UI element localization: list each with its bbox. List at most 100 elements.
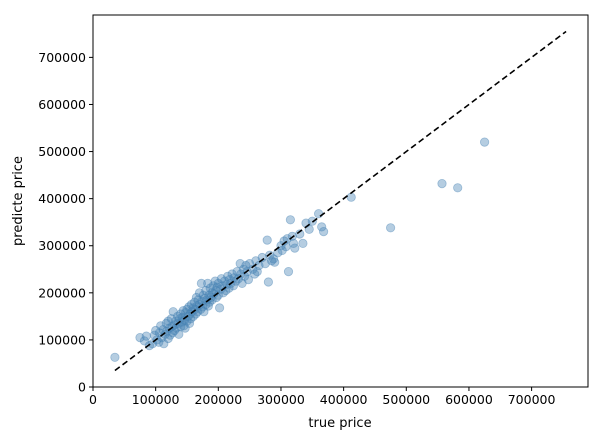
- data-point: [252, 266, 262, 277]
- plot-frame: [92, 14, 589, 388]
- data-point: [168, 328, 178, 338]
- data-point: [260, 258, 270, 269]
- data-point: [346, 192, 356, 202]
- data-point: [169, 325, 180, 336]
- data-point: [203, 278, 213, 288]
- data-point: [317, 222, 327, 232]
- data-point: [193, 295, 203, 305]
- y-tick-label: 300000: [38, 238, 86, 253]
- data-point: [196, 278, 206, 288]
- data-point: [156, 321, 166, 331]
- data-point: [245, 258, 255, 269]
- data-point: [262, 235, 272, 245]
- x-tick-label: 600000: [445, 392, 493, 407]
- data-point: [201, 285, 211, 296]
- data-point: [479, 137, 490, 147]
- x-tick-label: 700000: [508, 392, 556, 407]
- y-tick-label: 0: [78, 380, 86, 395]
- data-point: [313, 209, 324, 219]
- data-point: [236, 269, 246, 279]
- y-axis-label: predicte price: [11, 156, 26, 246]
- data-point: [223, 271, 233, 281]
- reference-line-layer: [114, 30, 567, 372]
- data-point: [174, 329, 184, 339]
- data-point: [453, 183, 463, 193]
- data-point: [180, 323, 190, 333]
- data-point: [199, 293, 210, 304]
- data-point: [202, 295, 212, 305]
- data-point: [235, 258, 245, 269]
- data-point: [176, 309, 186, 319]
- data-point: [437, 179, 447, 189]
- y-tick-label: 600000: [38, 97, 86, 112]
- data-point: [166, 314, 176, 324]
- data-point: [227, 269, 237, 279]
- data-point: [186, 314, 196, 324]
- data-point: [168, 307, 178, 317]
- data-point: [279, 236, 289, 246]
- data-point: [176, 322, 186, 332]
- data-point: [179, 321, 189, 331]
- data-point: [270, 257, 280, 267]
- data-point: [194, 288, 205, 298]
- data-point: [178, 306, 188, 316]
- data-point: [220, 276, 230, 286]
- data-point: [165, 330, 175, 340]
- data-point: [207, 288, 217, 298]
- data-point: [189, 297, 200, 307]
- data-point: [177, 317, 187, 327]
- data-point: [288, 238, 299, 248]
- data-point: [212, 282, 222, 292]
- data-point: [318, 227, 329, 237]
- y-tick-label: 100000: [38, 332, 86, 347]
- data-point: [149, 330, 159, 340]
- data-point: [159, 339, 169, 349]
- y-ticks-layer: 0 100000 200000 300000 400000 500000 600000 700…: [38, 50, 93, 395]
- data-point: [141, 331, 151, 341]
- data-point: [257, 252, 267, 263]
- data-point: [184, 302, 194, 312]
- data-point: [160, 329, 170, 339]
- data-point: [285, 215, 295, 225]
- data-point: [186, 299, 196, 310]
- data-point: [298, 238, 308, 248]
- data-point: [210, 276, 220, 286]
- data-point: [154, 337, 164, 347]
- data-point: [164, 323, 174, 333]
- data-point: [157, 332, 167, 343]
- data-point: [250, 269, 260, 279]
- data-point: [295, 229, 305, 239]
- data-point: [135, 332, 145, 343]
- x-tick-label: 500000: [382, 392, 430, 407]
- y-tick-label: 500000: [38, 144, 86, 159]
- data-point: [139, 336, 149, 346]
- data-point: [205, 283, 215, 293]
- data-point: [263, 277, 273, 287]
- x-tick-label: 100000: [132, 392, 180, 407]
- data-point: [215, 303, 225, 313]
- x-tick-label: 300000: [257, 392, 305, 407]
- data-point: [277, 245, 287, 255]
- x-tick-label: 400000: [320, 392, 368, 407]
- x-axis-label: true price: [308, 416, 371, 431]
- y-tick-label: 700000: [38, 50, 86, 65]
- data-point: [241, 260, 251, 271]
- data-point: [237, 278, 247, 288]
- reference-line: [114, 30, 567, 372]
- data-point: [151, 325, 161, 336]
- data-point: [203, 301, 213, 311]
- data-point: [283, 266, 294, 277]
- data-point: [179, 315, 190, 325]
- data-point: [248, 264, 258, 274]
- data-point: [290, 243, 300, 253]
- data-point: [161, 318, 171, 328]
- data-point: [198, 290, 208, 300]
- data-point: [191, 292, 201, 303]
- data-point: [199, 307, 209, 317]
- x-tick-label: 200000: [194, 392, 242, 407]
- data-point: [266, 256, 277, 266]
- y-tick-label: 200000: [38, 285, 86, 300]
- data-point: [385, 223, 396, 233]
- x-tick-label: 0: [89, 392, 97, 407]
